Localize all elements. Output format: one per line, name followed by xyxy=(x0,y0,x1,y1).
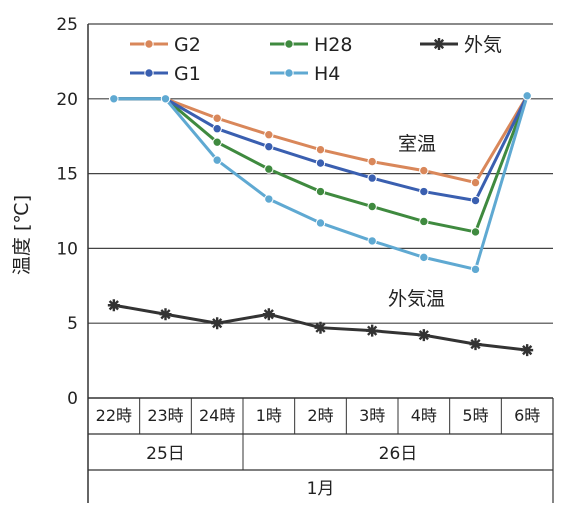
series-1-point-4 xyxy=(315,186,326,197)
y-axis-label: 温度 [℃] xyxy=(11,195,33,275)
legend-label-0: G2 xyxy=(174,34,201,56)
series-4-line xyxy=(113,95,529,272)
x-tick-3: 1時 xyxy=(256,406,282,425)
x-tick-1: 23時 xyxy=(147,406,183,425)
series-4-point-6 xyxy=(419,252,429,263)
legend-label-4: H4 xyxy=(314,63,340,85)
x-tick-6: 4時 xyxy=(411,406,437,425)
x-tick-4: 2時 xyxy=(307,406,333,425)
legend-marker-0 xyxy=(144,39,154,49)
legend-marker-3 xyxy=(144,68,154,78)
x-tick-7: 5時 xyxy=(462,406,488,425)
series-0-point-7 xyxy=(470,177,481,188)
series-2-point-3 xyxy=(262,308,275,321)
series-2-point-4 xyxy=(314,321,327,334)
series-4-point-8 xyxy=(522,91,532,101)
series-2-point-5 xyxy=(366,324,379,337)
series-3-point-5 xyxy=(367,173,377,183)
series-2-point-1 xyxy=(159,308,172,321)
series-4-point-0 xyxy=(109,94,119,104)
series-1-point-6 xyxy=(419,216,429,227)
axes xyxy=(87,24,554,503)
y-tick-20: 20 xyxy=(56,90,78,110)
series-0-point-3 xyxy=(264,130,274,140)
series-1-point-2 xyxy=(212,137,222,147)
legend-marker-1 xyxy=(284,39,294,49)
legend-label-2: 外気 xyxy=(464,34,502,56)
series-3-point-7 xyxy=(470,195,481,206)
legend-label-1: H28 xyxy=(314,34,352,56)
day-label-1: 26日 xyxy=(379,444,418,464)
series-3-point-2 xyxy=(212,124,222,134)
series-2-point-8 xyxy=(521,344,534,357)
x-tick-0: 22時 xyxy=(96,406,132,425)
annotation-outside-temp: 外気温 xyxy=(388,288,445,310)
series-0-point-5 xyxy=(367,156,377,167)
series-3-point-6 xyxy=(419,186,429,197)
y-tick-25: 25 xyxy=(56,15,78,35)
legend-label-3: G1 xyxy=(174,63,201,85)
series-4-point-1 xyxy=(160,94,171,104)
series-3-point-4 xyxy=(315,158,326,168)
x-tick-8: 6時 xyxy=(514,406,540,425)
series-4-point-4 xyxy=(315,218,326,228)
day-label-0: 25日 xyxy=(146,444,185,464)
series-2-point-7 xyxy=(469,338,482,351)
series-4 xyxy=(109,91,532,275)
legend-marker-2 xyxy=(433,38,445,50)
series-lines xyxy=(107,91,534,357)
y-tick-15: 15 xyxy=(56,165,78,185)
series-4-point-5 xyxy=(367,236,377,246)
series-2-point-6 xyxy=(417,329,430,342)
month-label: 1月 xyxy=(307,479,335,499)
y-tick-labels: 0 5 10 15 20 25 xyxy=(56,15,78,409)
series-1-point-7 xyxy=(470,227,481,237)
y-tick-0: 0 xyxy=(67,389,78,409)
series-2-point-0 xyxy=(107,299,120,312)
x-tick-2: 24時 xyxy=(199,406,235,425)
x-axis-categories: 22時 23時 24時 1時 2時 3時 4時 5時 6時 25日 26日 1月 xyxy=(96,398,540,499)
y-tick-5: 5 xyxy=(67,314,78,334)
annotation-room-temp: 室温 xyxy=(398,133,436,155)
series-0-point-4 xyxy=(315,144,326,155)
series-2-point-2 xyxy=(211,317,224,330)
y-tick-10: 10 xyxy=(56,239,78,259)
series-4-point-7 xyxy=(470,264,481,275)
series-0-point-6 xyxy=(419,165,429,176)
series-3-point-3 xyxy=(264,141,274,152)
series-4-point-2 xyxy=(212,155,222,165)
series-1-point-5 xyxy=(367,201,377,212)
series-1-point-3 xyxy=(264,164,274,174)
legend-marker-4 xyxy=(284,68,294,78)
legend: G2 H28 外気 G1 H4 xyxy=(130,34,502,85)
series-2 xyxy=(107,299,534,357)
series-0-point-2 xyxy=(212,113,222,123)
series-4-point-3 xyxy=(264,194,274,204)
x-tick-5: 3時 xyxy=(359,406,385,425)
